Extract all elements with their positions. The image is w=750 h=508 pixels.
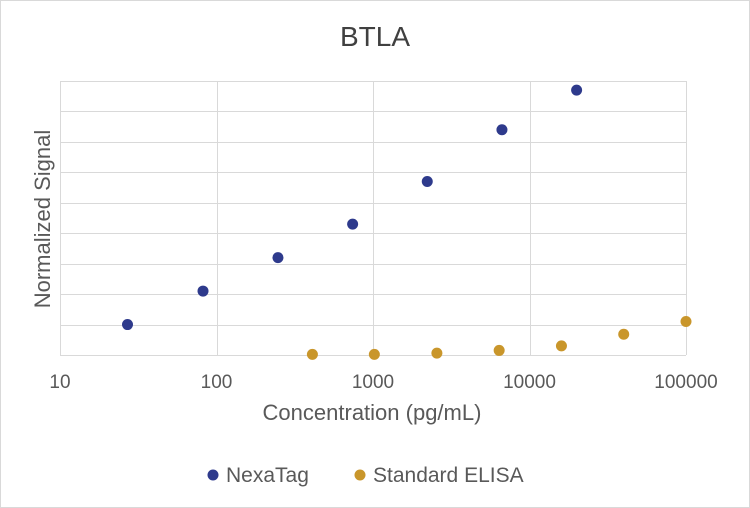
data-points: [122, 84, 692, 360]
x-tick-labels: 10 100 1000 10000 100000: [49, 372, 717, 393]
x-tick-label: 10000: [503, 372, 556, 393]
data-point: [571, 84, 583, 96]
data-point: [496, 124, 508, 136]
grid: [60, 81, 687, 356]
data-point: [493, 344, 505, 356]
series-nexatag: [122, 84, 583, 331]
data-point: [368, 348, 380, 360]
x-axis-title: Concentration (pg/mL): [263, 400, 482, 425]
legend-label-nexatag: NexaTag: [226, 464, 309, 487]
data-point: [272, 252, 284, 264]
legend-label-standard-elisa: Standard ELISA: [373, 464, 524, 487]
chart-title: BTLA: [340, 21, 410, 52]
data-point: [306, 348, 318, 360]
data-point: [197, 285, 209, 297]
data-point: [421, 175, 433, 187]
legend-marker-nexatag: [207, 469, 219, 481]
data-point: [347, 218, 359, 230]
x-tick-label: 1000: [352, 372, 394, 393]
x-tick-label: 10: [49, 372, 70, 393]
x-tick-label: 100000: [654, 372, 717, 393]
legend: NexaTag Standard ELISA: [207, 464, 524, 487]
data-point: [555, 340, 567, 352]
data-point: [618, 328, 630, 340]
y-axis-title: Normalized Signal: [30, 130, 55, 309]
x-tick-label: 100: [201, 372, 233, 393]
data-point: [122, 319, 134, 331]
series-standard-elisa: [306, 316, 692, 360]
legend-marker-standard-elisa: [354, 469, 366, 481]
data-point: [431, 347, 443, 359]
data-point: [680, 316, 692, 328]
